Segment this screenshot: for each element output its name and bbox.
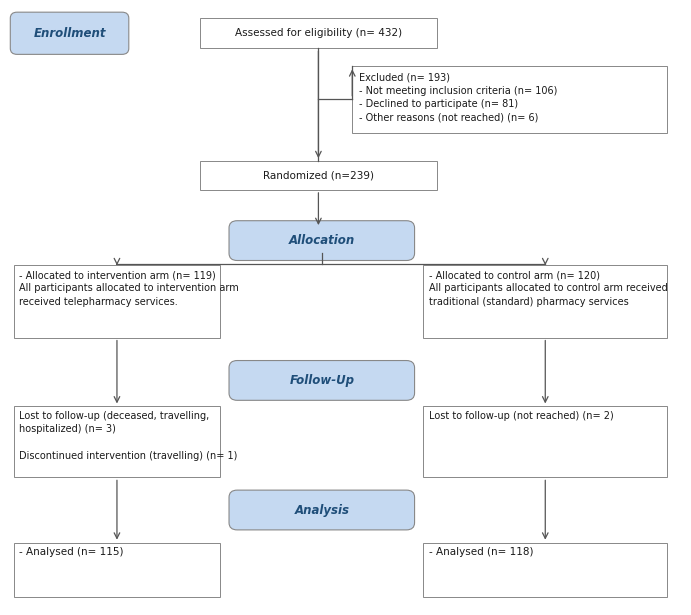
FancyBboxPatch shape (424, 542, 668, 597)
Text: - Analysed (n= 118): - Analysed (n= 118) (429, 547, 533, 557)
FancyBboxPatch shape (424, 407, 668, 477)
Text: Allocation: Allocation (289, 234, 355, 247)
Text: Lost to follow-up (deceased, travelling,
hospitalized) (n= 3)

Discontinued inte: Lost to follow-up (deceased, travelling,… (19, 411, 238, 461)
FancyBboxPatch shape (200, 161, 437, 190)
Text: - Analysed (n= 115): - Analysed (n= 115) (19, 547, 124, 557)
FancyBboxPatch shape (14, 265, 220, 338)
FancyBboxPatch shape (14, 407, 220, 477)
FancyBboxPatch shape (10, 12, 129, 54)
FancyBboxPatch shape (352, 66, 668, 133)
Text: Follow-Up: Follow-Up (290, 374, 354, 387)
Text: Analysis: Analysis (294, 504, 349, 517)
FancyBboxPatch shape (229, 360, 415, 400)
Text: Lost to follow-up (not reached) (n= 2): Lost to follow-up (not reached) (n= 2) (429, 411, 614, 421)
Text: - Allocated to intervention arm (n= 119)
All participants allocated to intervent: - Allocated to intervention arm (n= 119)… (19, 270, 239, 306)
FancyBboxPatch shape (14, 542, 220, 597)
FancyBboxPatch shape (229, 221, 415, 261)
FancyBboxPatch shape (200, 18, 437, 49)
FancyBboxPatch shape (229, 490, 415, 530)
Text: Randomized (n=239): Randomized (n=239) (263, 170, 374, 181)
FancyBboxPatch shape (424, 265, 668, 338)
Text: Enrollment: Enrollment (33, 27, 106, 40)
Text: Assessed for eligibility (n= 432): Assessed for eligibility (n= 432) (235, 28, 402, 38)
Text: - Allocated to control arm (n= 120)
All participants allocated to control arm re: - Allocated to control arm (n= 120) All … (429, 270, 668, 306)
Text: Excluded (n= 193)
- Not meeting inclusion criteria (n= 106)
- Declined to partic: Excluded (n= 193) - Not meeting inclusio… (359, 73, 558, 122)
